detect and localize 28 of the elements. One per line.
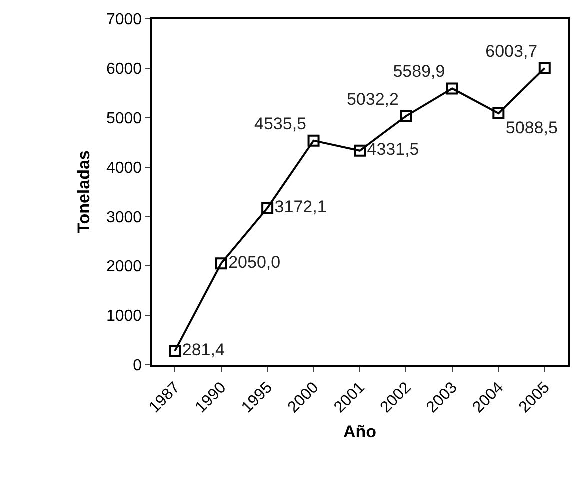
data-label: 5032,2 [346, 90, 399, 109]
point [169, 345, 182, 358]
point [354, 144, 366, 157]
point [262, 202, 274, 214]
point [492, 107, 505, 120]
point [400, 110, 412, 122]
point [308, 134, 320, 147]
point [446, 82, 458, 95]
y-tick-label: 7000 [106, 12, 142, 29]
data-label: 2050,0 [228, 252, 281, 272]
point [538, 62, 551, 74]
y-axis-title: Toneladas [74, 150, 94, 234]
y-tick-label: 3000 [106, 209, 142, 226]
data-label: 3172,1 [274, 197, 327, 216]
data-label: 281,4 [182, 340, 225, 360]
y-tick-label: 6000 [106, 61, 142, 78]
data-label: 4535,5 [254, 114, 307, 134]
data-label: 5589,9 [393, 62, 446, 82]
y-tick-label: 2000 [106, 258, 142, 276]
x-axis-title: Año [343, 422, 377, 442]
data-label: 4331,5 [367, 140, 420, 160]
y-tick-label: 4000 [106, 160, 142, 177]
y-tick-label: 1000 [106, 308, 142, 326]
data-label: 6003,7 [486, 42, 538, 61]
y-tick-label: 5000 [106, 110, 142, 128]
data-label: 5088,5 [506, 118, 558, 138]
y-tick-label: 0 [133, 358, 142, 375]
point [215, 258, 228, 270]
